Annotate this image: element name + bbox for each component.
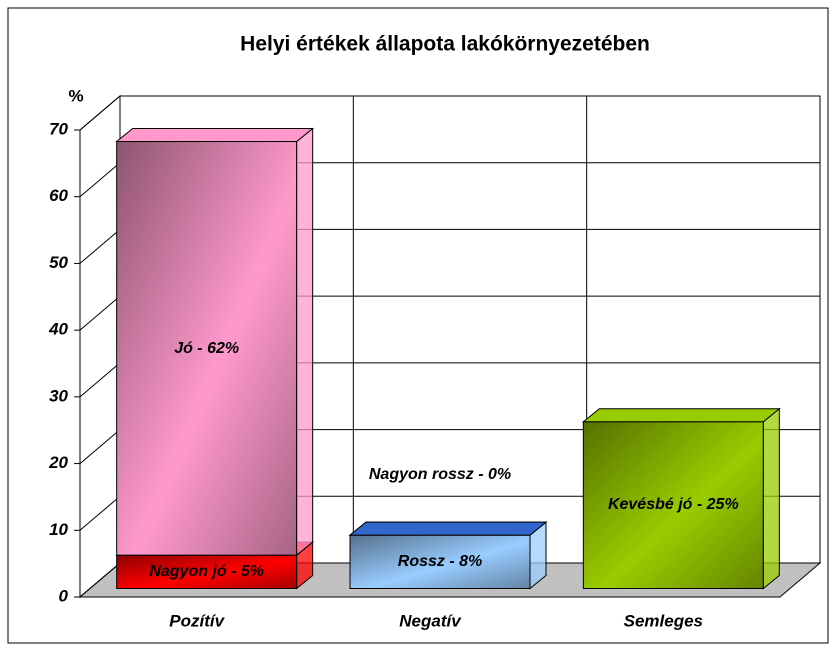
y-tick-label: 40 bbox=[48, 320, 68, 339]
x-tick-label: Negatív bbox=[399, 611, 462, 630]
bar-shade bbox=[116, 141, 297, 556]
bar-shade bbox=[350, 535, 530, 589]
bar-segment bbox=[115, 127, 315, 557]
bar-segment bbox=[348, 521, 548, 536]
bar-shade bbox=[583, 421, 764, 589]
x-tick-label: Semleges bbox=[624, 611, 703, 630]
bar-top bbox=[115, 128, 315, 143]
bars: Nagyon jó - 5% Jó - 62% Rossz - 8% Nagyon r… bbox=[115, 127, 781, 590]
bar-top bbox=[581, 408, 781, 423]
value-label-box: Nagyon jó - 5% bbox=[149, 563, 264, 581]
bar-top bbox=[348, 521, 548, 536]
grid-line bbox=[79, 95, 820, 131]
value-label-box: Rossz - 8% bbox=[397, 553, 483, 571]
bar-segment bbox=[581, 407, 781, 590]
value-label: Kevésbé jó - 25% bbox=[607, 496, 739, 514]
value-label: Nagyon rossz - 0% bbox=[368, 466, 512, 484]
y-tick-label: 10 bbox=[49, 520, 68, 539]
y-tick-label: 20 bbox=[48, 453, 68, 472]
value-label-box: Nagyon rossz - 0% bbox=[368, 466, 512, 484]
y-axis-label: % bbox=[68, 86, 83, 105]
value-label: Rossz - 8% bbox=[397, 553, 483, 571]
bar-shade bbox=[116, 555, 297, 589]
side-wall bbox=[79, 94, 121, 599]
y-tick-label: 50 bbox=[49, 253, 68, 272]
chart-title: Helyi értékek állapota lakókörnyezetében bbox=[240, 33, 650, 56]
value-label: Nagyon jó - 5% bbox=[149, 563, 264, 581]
bar-side bbox=[762, 407, 780, 590]
value-label-box: Kevésbé jó - 25% bbox=[607, 496, 739, 514]
x-tick-label: Pozítív bbox=[169, 611, 225, 630]
y-tick-label: 0 bbox=[59, 586, 69, 605]
y-tick-label: 30 bbox=[49, 386, 68, 405]
value-label-box: Jó - 62% bbox=[174, 339, 240, 357]
y-tick-label: 60 bbox=[49, 186, 68, 205]
y-tick-label: 70 bbox=[49, 119, 68, 138]
value-label: Jó - 62% bbox=[174, 339, 240, 357]
bar-side bbox=[296, 127, 314, 557]
